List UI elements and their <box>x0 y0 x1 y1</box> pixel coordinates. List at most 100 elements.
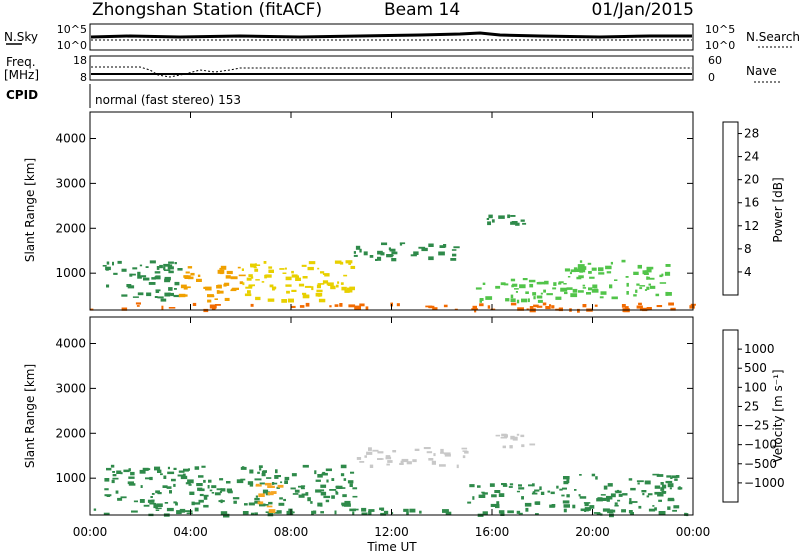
data-cell <box>188 276 194 280</box>
data-region <box>353 242 460 262</box>
data-cell <box>564 291 568 295</box>
data-cell <box>128 483 136 486</box>
data-cell <box>377 451 384 454</box>
data-cell <box>320 491 327 496</box>
data-cell <box>217 269 225 274</box>
data-cell <box>409 508 416 513</box>
data-cell <box>520 219 525 222</box>
data-cell <box>265 274 272 278</box>
data-cell <box>510 435 515 440</box>
data-cell <box>151 493 155 495</box>
data-cell <box>226 481 231 484</box>
data-cell <box>248 284 255 287</box>
data-cell <box>475 287 482 290</box>
y-tick-label: 2000 <box>55 426 86 440</box>
nsearch-tick-top: 10^5 <box>705 23 735 36</box>
data-cell <box>278 502 285 506</box>
data-cell <box>290 305 296 308</box>
data-cell <box>628 478 633 481</box>
data-cell <box>572 288 578 293</box>
data-cell <box>224 282 230 286</box>
data-cell <box>352 495 358 498</box>
nsearch-tick-bottom: 10^0 <box>705 39 735 52</box>
nave-label: Nave <box>746 64 777 78</box>
data-cell <box>111 479 115 484</box>
data-cell <box>534 489 540 492</box>
data-cell <box>143 504 150 507</box>
data-cell <box>302 292 307 295</box>
data-cell <box>353 251 356 254</box>
data-cell <box>254 512 258 516</box>
data-region <box>475 278 557 304</box>
data-cell <box>400 460 404 465</box>
data-cell <box>621 509 626 513</box>
data-cell <box>622 305 626 308</box>
data-cell <box>232 497 240 500</box>
data-cell <box>510 302 517 306</box>
data-cell <box>510 221 516 225</box>
data-cell <box>605 265 612 270</box>
data-cell <box>383 510 389 515</box>
data-cell <box>301 264 307 267</box>
data-cell <box>611 296 618 300</box>
data-region <box>255 482 284 513</box>
x-tick-label: 12:00 <box>374 525 409 539</box>
data-cell <box>123 469 130 473</box>
data-cell <box>150 496 153 498</box>
data-cell <box>528 484 533 487</box>
data-cell <box>512 436 518 441</box>
data-cell <box>472 305 477 309</box>
data-cell <box>439 464 446 467</box>
data-cell <box>263 261 267 264</box>
data-cell <box>121 294 128 297</box>
data-cell <box>542 302 547 306</box>
data-cell <box>561 494 565 497</box>
data-cell <box>187 266 193 269</box>
data-cell <box>578 494 581 497</box>
data-cell <box>595 476 598 480</box>
data-cell <box>320 484 327 488</box>
colorbar-tick-label: −500 <box>744 457 777 471</box>
data-cell <box>625 276 629 278</box>
data-cell <box>183 468 189 472</box>
data-cell <box>642 270 649 275</box>
data-cell <box>510 294 514 299</box>
data-cell <box>268 509 276 513</box>
data-cell <box>137 275 142 279</box>
data-cell <box>316 289 323 293</box>
data-cell <box>325 468 332 472</box>
data-cell <box>428 458 434 461</box>
data-cell <box>529 443 536 446</box>
data-cell <box>355 245 361 250</box>
data-cell <box>503 434 508 438</box>
data-cell <box>180 475 188 480</box>
data-cell <box>128 476 135 479</box>
data-cell <box>322 280 329 284</box>
data-cell <box>302 276 308 279</box>
data-cell <box>225 275 231 279</box>
data-cell <box>177 268 183 271</box>
data-cell <box>572 504 576 509</box>
data-cell <box>205 286 212 291</box>
data-cell <box>131 510 138 513</box>
data-cell <box>337 281 340 284</box>
data-cell <box>220 511 228 516</box>
data-cell <box>161 305 164 310</box>
data-cell <box>359 303 365 307</box>
data-cell <box>300 485 306 487</box>
data-cell <box>359 461 365 463</box>
data-cell <box>508 486 513 488</box>
data-cell <box>256 264 261 266</box>
data-cell <box>654 491 662 495</box>
data-cell <box>219 267 223 270</box>
colorbar-tick-label: 12 <box>744 219 759 233</box>
data-cell <box>578 290 584 293</box>
data-cell <box>340 473 345 477</box>
data-cell <box>638 302 642 306</box>
data-cell <box>317 267 320 270</box>
power-panel: 1000 2000 3000 4000 Slant Range [km] <box>23 111 696 313</box>
data-cell <box>642 493 645 496</box>
data-cell <box>421 247 428 252</box>
data-cell <box>246 277 252 281</box>
data-cell <box>391 512 394 515</box>
